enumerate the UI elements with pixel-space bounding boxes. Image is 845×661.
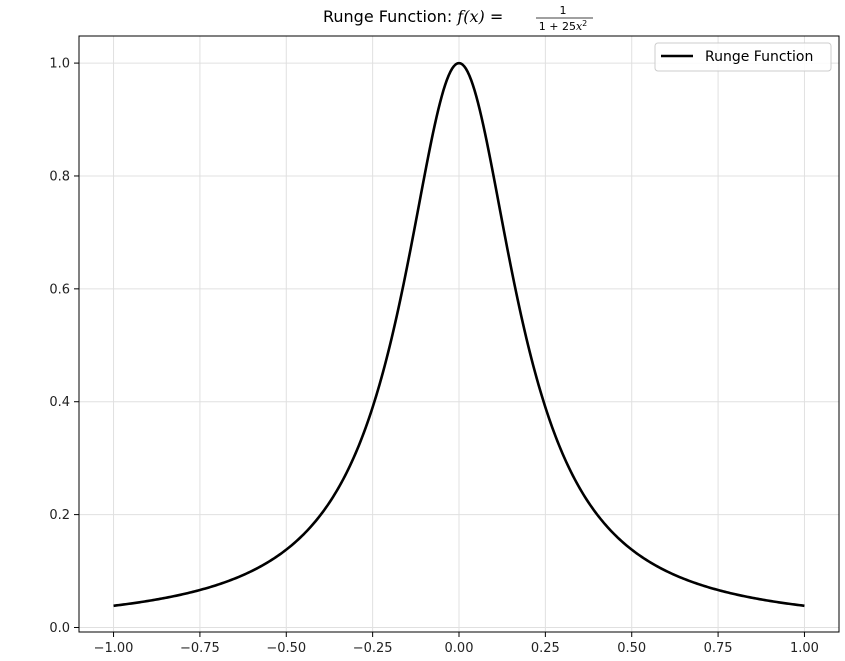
y-tick-label: 0.0 xyxy=(49,621,70,636)
x-tick-label: −0.75 xyxy=(180,641,220,656)
chart-title-prefix: Runge Function: xyxy=(323,7,457,26)
title-denominator-variable: x xyxy=(576,20,583,33)
y-tick-label: 1.0 xyxy=(49,57,70,72)
x-tick-label: −1.00 xyxy=(94,641,134,656)
x-axis: −1.00 −0.75 −0.50 −0.25 0.00 0.25 0.50 0.75 1.00 xyxy=(94,632,819,656)
x-tick-label: −0.25 xyxy=(353,641,393,656)
title-denominator-coefficient: 1 + 25 xyxy=(539,20,576,33)
title-fraction-numerator: 1 xyxy=(560,4,567,17)
x-tick-label: 0.75 xyxy=(704,641,733,656)
y-tick-label: 0.8 xyxy=(49,169,70,184)
y-axis: 0.0 0.2 0.4 0.6 0.8 1.0 xyxy=(49,57,79,636)
x-tick-label: 0.00 xyxy=(445,641,474,656)
y-tick-label: 0.4 xyxy=(49,395,70,410)
series-layer xyxy=(113,61,805,608)
title-fraction-denominator: 1 + 25x2 xyxy=(539,19,588,33)
y-tick-label: 0.2 xyxy=(49,508,70,523)
legend: Runge Function xyxy=(654,42,832,72)
title-denominator-exponent: 2 xyxy=(582,19,587,28)
grid xyxy=(79,36,839,632)
legend-label: Runge Function xyxy=(705,49,813,65)
x-tick-label: 1.00 xyxy=(790,641,819,656)
chart-title-equals: = xyxy=(485,7,504,26)
chart-title-lhs: f(x) xyxy=(456,7,484,26)
chart-title: Runge Function: f(x) = xyxy=(323,7,503,26)
x-tick-label: 0.25 xyxy=(531,641,560,656)
x-tick-label: −0.50 xyxy=(266,641,306,656)
legend-box xyxy=(654,42,832,72)
series-line-runge-function xyxy=(113,61,805,608)
x-tick-label: 0.50 xyxy=(617,641,646,656)
y-tick-label: 0.6 xyxy=(49,282,70,297)
